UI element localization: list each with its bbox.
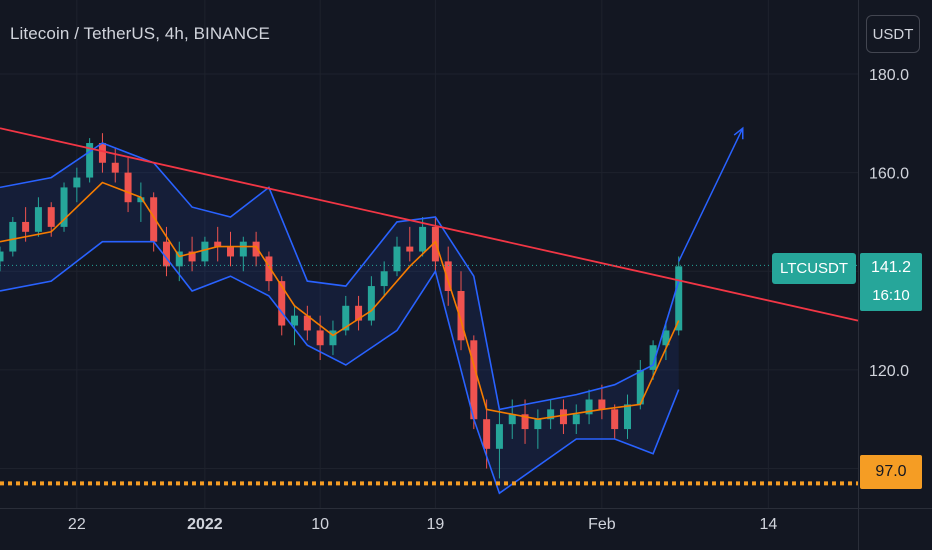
candle-body <box>329 330 337 346</box>
candle-body <box>162 241 170 267</box>
x-tick-label: 14 <box>759 516 777 533</box>
candle-body <box>355 305 363 321</box>
projection-arrow-head <box>733 126 744 140</box>
candle-body <box>483 419 491 449</box>
x-tick-label: 10 <box>311 516 329 533</box>
candle-body <box>367 286 375 321</box>
candle-body <box>124 172 132 203</box>
candle-body <box>342 305 350 331</box>
candle-body <box>393 246 401 272</box>
candle-body <box>649 345 657 370</box>
candle-body <box>47 207 55 227</box>
candle-body <box>188 251 196 262</box>
candle-body <box>457 290 465 341</box>
candle-body <box>86 143 94 178</box>
candle-body <box>495 424 503 449</box>
projection-arrow-line <box>678 127 744 262</box>
candle-body <box>406 246 414 252</box>
x-tick-label: 2022 <box>187 516 223 533</box>
y-tick-label: 120.0 <box>869 363 909 380</box>
x-tick-label: 19 <box>427 516 445 533</box>
candle-body <box>419 226 427 252</box>
candle-body <box>662 330 670 346</box>
candle-body <box>175 251 183 267</box>
candle-body <box>534 419 542 430</box>
candle-body <box>611 409 619 430</box>
bar-countdown: 16:10 <box>872 287 910 304</box>
last-price-value: 141.2 <box>870 259 912 276</box>
candle-body <box>598 399 606 410</box>
candle-body <box>137 197 145 203</box>
candle-body <box>73 177 81 188</box>
candle-body <box>278 281 286 326</box>
candle-body <box>201 241 209 262</box>
candle-body <box>470 340 478 420</box>
candle-body <box>559 409 567 425</box>
resistance-trendline <box>0 127 859 322</box>
moving-average-line <box>0 181 680 421</box>
candle-body <box>265 256 273 282</box>
candle-body <box>572 414 580 425</box>
candle-body <box>239 241 247 257</box>
candle-body <box>0 251 4 262</box>
candle-body <box>547 409 555 420</box>
candle-body <box>291 315 299 326</box>
chart-title: Litecoin / TetherUS, 4h, BINANCE <box>10 24 270 43</box>
candle-body <box>316 330 324 346</box>
symbol-price-tag: LTCUSDT <box>772 253 856 284</box>
candle-body <box>585 399 593 415</box>
candle-body <box>60 187 68 227</box>
x-tick-label: 22 <box>68 516 86 533</box>
candle-body <box>34 207 42 232</box>
x-tick-label: Feb <box>588 516 616 533</box>
bollinger-upper-line <box>0 142 680 411</box>
support-level-badge: 97.0 <box>860 455 922 489</box>
candle-body <box>623 404 631 430</box>
candle-body <box>111 162 119 173</box>
candle-body <box>636 369 644 405</box>
plot-background <box>0 0 858 508</box>
candle-body <box>9 221 17 252</box>
candle-body <box>252 241 260 257</box>
candle-body <box>150 197 158 242</box>
bollinger-lower-line <box>0 240 680 495</box>
candle-body <box>508 414 516 425</box>
last-price-badge: 141.2 16:10 <box>860 253 922 311</box>
candle-body <box>303 315 311 331</box>
bollinger-fill <box>0 143 679 494</box>
candle-body <box>214 241 222 247</box>
y-tick-label: 180.0 <box>869 67 909 84</box>
y-tick-label: 160.0 <box>869 166 909 183</box>
candle-body <box>444 261 452 291</box>
candle-body <box>98 143 106 163</box>
candle-body <box>22 221 30 232</box>
candle-body <box>521 414 529 430</box>
candle-body <box>227 246 235 257</box>
candle-body <box>675 266 683 331</box>
currency-button[interactable]: USDT <box>866 15 920 53</box>
candle-body <box>380 271 388 287</box>
